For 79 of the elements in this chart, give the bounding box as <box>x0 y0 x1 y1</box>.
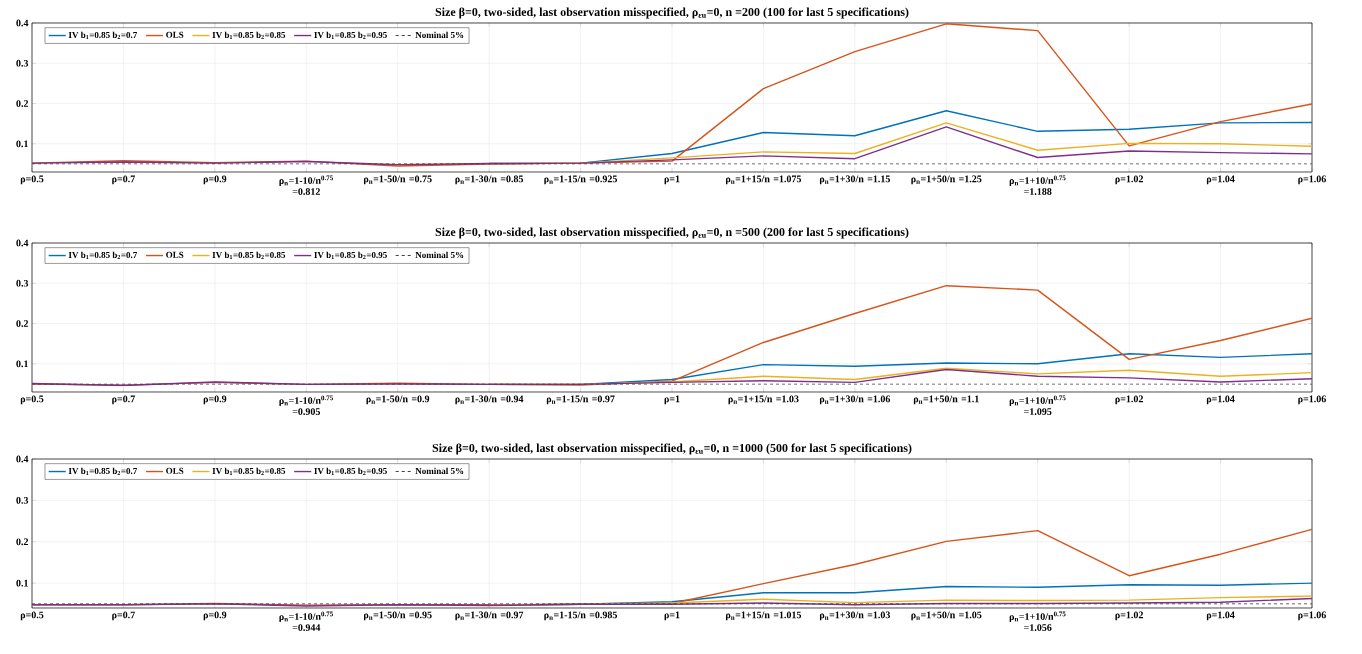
x-tick-label: ρ$_{n}$=1-50/n =0.95 <box>363 611 432 621</box>
x-tick-label: ρ=0.5 <box>20 395 44 405</box>
y-tick-label: 0.2 <box>16 100 29 107</box>
legend-label: IV b$_{1}$=0.85 b$_{2}$=0.7 <box>68 467 138 475</box>
legend-label: Nominal 5% <box>415 467 464 475</box>
x-tick-label: ρ=1.04 <box>1206 611 1235 621</box>
legend-label: Nominal 5% <box>415 31 464 39</box>
x-tick-label: ρ$_{n}$=1-15/n =0.97 <box>546 395 615 405</box>
x-tick-label: ρ=0.7 <box>112 175 135 185</box>
legend-label: IV b$_{1}$=0.85 b$_{2}$=0.85 <box>212 251 286 259</box>
x-tick-label: ρ=0.9 <box>203 175 227 185</box>
legend-label: IV b$_{1}$=0.85 b$_{2}$=0.7 <box>68 251 138 259</box>
y-tick-label: 0.4 <box>16 455 29 463</box>
x-tick-label: ρ=1.04 <box>1206 395 1235 405</box>
x-tick-label: ρ$_{n}$=1+30/n =1.06 <box>819 395 891 405</box>
x-tick-label: ρ$_{n}$=1+15/n =1.075 <box>726 175 802 185</box>
x-tick-label: ρ=0.7 <box>112 611 135 621</box>
x-tick-label: ρ=0.5 <box>20 175 44 185</box>
chart-title: Size β=0, two-sided, last observation misspecified, ρ$_{εu}$=0, n =500 (200 for last 5 specifications) <box>435 227 909 239</box>
legend-label: Nominal 5% <box>415 251 464 259</box>
legend-label: IV b$_{1}$=0.85 b$_{2}$=0.85 <box>212 31 286 39</box>
legend-label: IV b$_{1}$=0.85 b$_{2}$=0.95 <box>314 467 387 475</box>
x-tick-label: ρ$_{n}$=1+50/n =1.1 <box>913 395 979 405</box>
x-tick-label: ρ=0.5 <box>20 611 44 621</box>
x-tick-label: ρ$_{n}$=1-30/n =0.94 <box>455 395 524 405</box>
x-tick-label: ρ$_{n}$=1+30/n =1.15 <box>819 175 891 185</box>
legend-label: IV b$_{1}$=0.85 b$_{2}$=0.85 <box>212 467 286 475</box>
y-tick-label: 0.2 <box>16 320 29 327</box>
x-tick-label: ρ$_{n}$=1+50/n =1.25 <box>911 175 982 185</box>
x-tick-label: ρ$_{n}$=1-50/n =0.75 <box>363 175 432 185</box>
y-tick-label: 0.3 <box>16 496 29 504</box>
x-tick-label: ρ$_{n}$=1+15/n =1.015 <box>726 611 802 621</box>
x-tick-label: ρ$_{n}$=1+30/n =1.03 <box>819 611 891 621</box>
x-tick-label: ρ=1.02 <box>1115 175 1143 185</box>
legend-label: IV b$_{1}$=0.85 b$_{2}$=0.95 <box>314 251 387 259</box>
chart-title: Size β=0, two-sided, last observation misspecified, ρ$_{εu}$=0, n =200 (100 for last 5 specifications) <box>435 7 909 19</box>
y-tick-label: 0.1 <box>16 579 28 587</box>
x-tick-label: ρ=1.02 <box>1115 611 1143 621</box>
x-tick-label: ρ$_{n}$=1-10/n$^{0.75}$ =0.905 <box>279 395 333 415</box>
x-tick-label: ρ=0.9 <box>203 611 227 621</box>
x-tick-label: ρ=1.06 <box>1298 175 1326 185</box>
x-tick-label: ρ=0.9 <box>203 395 227 405</box>
line-series <box>32 368 1312 387</box>
x-tick-label: ρ=1.02 <box>1115 395 1143 405</box>
x-tick-label: ρ$_{n}$=1-15/n =0.985 <box>544 611 618 621</box>
y-tick-label: 0.2 <box>16 538 29 546</box>
y-tick-label: 0.4 <box>16 239 29 247</box>
x-tick-label: ρ=1 <box>664 175 680 185</box>
legend-label: IV b$_{1}$=0.85 b$_{2}$=0.95 <box>314 31 387 39</box>
x-tick-label: ρ$_{n}$=1-10/n$^{0.75}$ =0.944 <box>279 611 333 631</box>
x-tick-label: ρ$_{n}$=1+50/n =1.05 <box>911 611 982 621</box>
chart-title: Size β=0, two-sided, last observation misspecified, ρ$_{εu}$=0, n =1000 (500 for last 5 specifications) <box>432 443 912 455</box>
legend-label: OLS <box>166 251 184 258</box>
x-tick-label: ρ$_{n}$=1+15/n =1.03 <box>728 395 799 405</box>
x-tick-label: ρ$_{n}$=1-15/n =0.925 <box>544 175 618 185</box>
line-series <box>488 595 1312 606</box>
legend-label: IV b$_{1}$=0.85 b$_{2}$=0.7 <box>68 31 138 39</box>
x-tick-label: ρ$_{n}$=1+10/n$^{0.75}$ =1.095 <box>1009 395 1066 415</box>
x-tick-label: ρ=1.06 <box>1298 611 1326 621</box>
y-tick-label: 0.3 <box>16 59 29 67</box>
y-tick-label: 0.1 <box>16 140 28 148</box>
x-tick-label: ρ=1 <box>664 395 680 405</box>
x-tick-label: ρ$_{n}$=1-30/n =0.85 <box>455 175 524 185</box>
x-tick-label: ρ$_{n}$=1-50/n =0.9 <box>366 395 430 405</box>
x-tick-label: ρ=1 <box>664 611 680 621</box>
legend-label: OLS <box>166 31 184 38</box>
y-tick-label: 0.4 <box>16 19 29 27</box>
legend-label: OLS <box>166 467 184 474</box>
x-tick-label: ρ$_{n}$=1+10/n$^{0.75}$ =1.188 <box>1009 175 1066 195</box>
x-tick-label: ρ=0.7 <box>112 395 135 405</box>
x-tick-label: ρ$_{n}$=1+10/n$^{0.75}$ =1.056 <box>1009 611 1066 631</box>
line-series <box>32 126 1312 166</box>
y-tick-label: 0.3 <box>16 279 29 287</box>
x-tick-label: ρ$_{n}$=1-30/n =0.97 <box>455 611 524 621</box>
x-tick-label: ρ=1.06 <box>1298 395 1326 405</box>
x-tick-label: ρ=1.04 <box>1206 175 1235 185</box>
line-series <box>32 597 1312 607</box>
y-tick-label: 0.1 <box>16 360 28 368</box>
x-tick-label: ρ$_{n}$=1-10/n$^{0.75}$ =0.812 <box>279 175 333 195</box>
